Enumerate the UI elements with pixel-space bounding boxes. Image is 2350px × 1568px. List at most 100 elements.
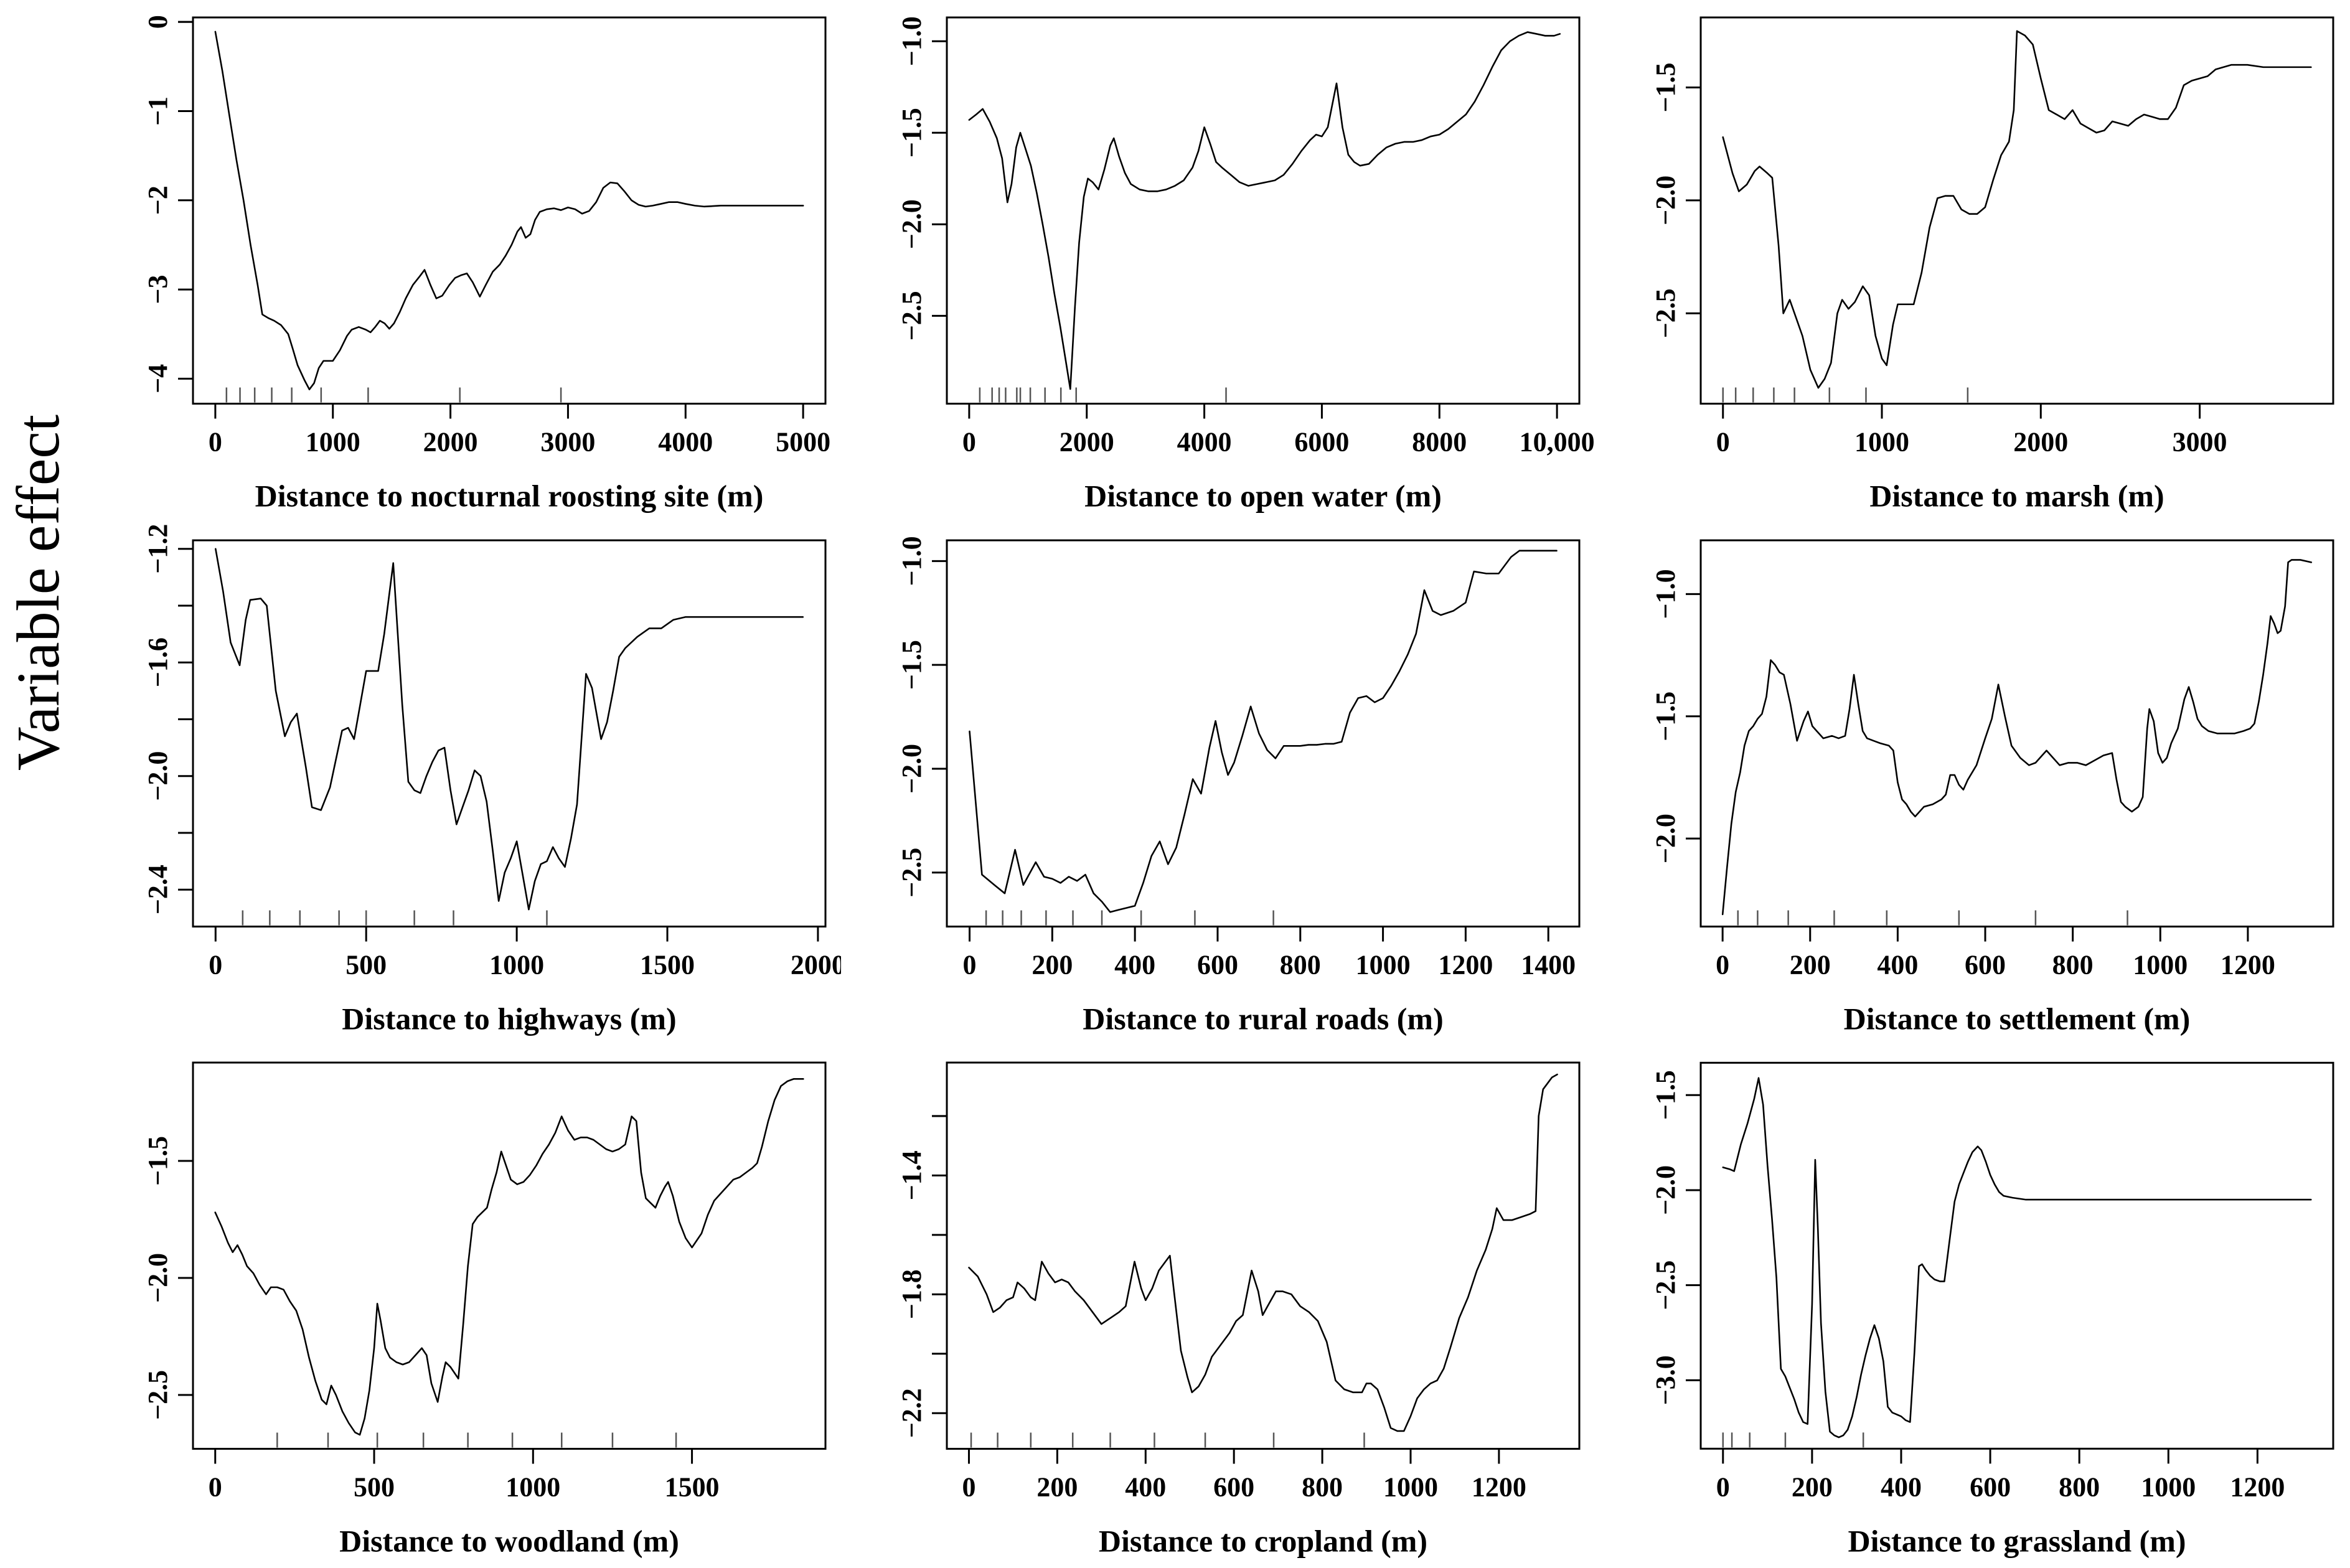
svg-text:Distance to rural roads (m): Distance to rural roads (m) bbox=[1083, 1001, 1444, 1036]
svg-text:1000: 1000 bbox=[489, 949, 544, 980]
panel-chart-rural-roads: 0 200 400 600 800 1000 1200 1400 −1.0 −1.5 −2.0 −2.… bbox=[896, 536, 1581, 1036]
svg-text:0: 0 bbox=[1716, 427, 1730, 458]
svg-text:−2.5: −2.5 bbox=[896, 847, 927, 897]
svg-text:−4: −4 bbox=[143, 364, 173, 393]
svg-text:0: 0 bbox=[209, 1472, 222, 1503]
svg-text:400: 400 bbox=[1881, 1472, 1922, 1503]
svg-text:800: 800 bbox=[1302, 1472, 1343, 1503]
svg-text:200: 200 bbox=[1036, 1472, 1078, 1503]
svg-text:−2.0: −2.0 bbox=[896, 199, 927, 249]
svg-text:4000: 4000 bbox=[1177, 427, 1232, 458]
panel-chart-marsh: 0 1000 2000 3000 −1.5 −2.0 −2.5 Distance to mar… bbox=[1650, 16, 2334, 514]
svg-text:−2.0: −2.0 bbox=[896, 744, 927, 794]
svg-text:200: 200 bbox=[1790, 949, 1831, 980]
svg-text:600: 600 bbox=[1970, 1472, 2011, 1503]
svg-text:−2.0: −2.0 bbox=[1650, 176, 1681, 225]
svg-text:800: 800 bbox=[2059, 1472, 2100, 1503]
svg-text:−1: −1 bbox=[143, 96, 173, 126]
svg-text:2000: 2000 bbox=[791, 949, 841, 980]
svg-text:800: 800 bbox=[1280, 949, 1321, 980]
svg-text:0: 0 bbox=[1716, 949, 1729, 980]
y-axis-label: Variable effect bbox=[5, 414, 72, 771]
panel-chart-grassland: 0 200 400 600 800 1000 1200 −1.5 −2.0 −2.5 −3.0 Dis… bbox=[1650, 1062, 2334, 1559]
svg-text:1000: 1000 bbox=[2133, 949, 2188, 980]
svg-text:1000: 1000 bbox=[2141, 1472, 2196, 1503]
svg-text:3000: 3000 bbox=[540, 427, 595, 458]
svg-text:2000: 2000 bbox=[1060, 427, 1114, 458]
svg-text:Distance to cropland (m): Distance to cropland (m) bbox=[1099, 1524, 1427, 1559]
panel-chart-highways: 0 500 1000 1500 2000 −1.2 −1.6 −2.0 −2.4 Distance… bbox=[143, 523, 841, 1036]
svg-text:−1.5: −1.5 bbox=[896, 108, 927, 157]
svg-text:500: 500 bbox=[354, 1472, 395, 1503]
svg-text:−2: −2 bbox=[143, 185, 173, 215]
svg-text:−2.0: −2.0 bbox=[143, 1253, 173, 1303]
svg-text:Distance to woodland (m): Distance to woodland (m) bbox=[339, 1524, 679, 1559]
svg-text:−1.0: −1.0 bbox=[1650, 569, 1681, 619]
svg-text:−3.0: −3.0 bbox=[1650, 1356, 1681, 1406]
svg-text:−1.0: −1.0 bbox=[896, 16, 927, 66]
panel-chart-nocturnal-roosting-site: 0 1000 2000 3000 4000 5000 0 −1 −2 −3 −4 Distance t… bbox=[143, 15, 830, 514]
svg-text:0: 0 bbox=[209, 427, 222, 458]
svg-text:0: 0 bbox=[209, 949, 222, 980]
svg-text:1000: 1000 bbox=[1383, 1472, 1438, 1503]
svg-text:−1.4: −1.4 bbox=[896, 1151, 927, 1201]
svg-text:−1.5: −1.5 bbox=[1650, 691, 1681, 741]
svg-text:−2.5: −2.5 bbox=[896, 291, 927, 340]
svg-text:−2.0: −2.0 bbox=[1650, 1165, 1681, 1215]
svg-text:1000: 1000 bbox=[1356, 949, 1411, 980]
panel-chart-settlement: 0 200 400 600 800 1000 1200 −1.0 −1.5 −2.0 Distanc… bbox=[1650, 539, 2334, 1036]
svg-text:−1.5: −1.5 bbox=[1650, 62, 1681, 112]
svg-text:400: 400 bbox=[1114, 949, 1155, 980]
svg-text:5000: 5000 bbox=[776, 427, 830, 458]
svg-text:−1.8: −1.8 bbox=[896, 1270, 927, 1320]
svg-text:Distance to marsh (m): Distance to marsh (m) bbox=[1869, 479, 2164, 514]
svg-text:−3: −3 bbox=[143, 275, 173, 304]
svg-text:Distance to highways (m): Distance to highways (m) bbox=[342, 1001, 676, 1036]
svg-text:1200: 1200 bbox=[2221, 949, 2275, 980]
svg-text:1500: 1500 bbox=[665, 1472, 720, 1503]
svg-text:800: 800 bbox=[2052, 949, 2094, 980]
svg-text:200: 200 bbox=[1032, 949, 1073, 980]
svg-text:Distance to nocturnal roosting: Distance to nocturnal roosting site (m) bbox=[255, 479, 764, 514]
svg-text:−1.0: −1.0 bbox=[896, 536, 927, 586]
svg-text:2000: 2000 bbox=[2013, 427, 2068, 458]
svg-text:−1.5: −1.5 bbox=[1650, 1071, 1681, 1120]
svg-text:0: 0 bbox=[963, 949, 977, 980]
svg-text:0: 0 bbox=[962, 1472, 975, 1503]
svg-text:4000: 4000 bbox=[658, 427, 713, 458]
svg-text:10,000: 10,000 bbox=[1520, 427, 1595, 458]
svg-text:600: 600 bbox=[1197, 949, 1238, 980]
panel-chart-cropland: 0 200 400 600 800 1000 1200 −1.4 −1.8 −2.2 Distanc… bbox=[896, 1061, 1581, 1559]
svg-text:−1.6: −1.6 bbox=[143, 637, 173, 687]
svg-text:0: 0 bbox=[1716, 1472, 1730, 1503]
svg-text:600: 600 bbox=[1965, 949, 2006, 980]
svg-text:6000: 6000 bbox=[1294, 427, 1349, 458]
panel-chart-woodland: 0 500 1000 1500 −1.5 −2.0 −2.5 Distance to wood… bbox=[143, 1061, 827, 1559]
svg-text:Distance to open water (m): Distance to open water (m) bbox=[1084, 479, 1442, 514]
panels-grid: 0 1000 2000 3000 4000 5000 0 −1 −2 −3 −4 Distance t… bbox=[87, 0, 2349, 1568]
svg-text:−2.5: −2.5 bbox=[1650, 1261, 1681, 1310]
svg-text:−1.2: −1.2 bbox=[143, 523, 173, 573]
svg-text:500: 500 bbox=[345, 949, 387, 980]
svg-text:1200: 1200 bbox=[1438, 949, 1493, 980]
svg-text:400: 400 bbox=[1877, 949, 1918, 980]
svg-text:200: 200 bbox=[1792, 1472, 1833, 1503]
svg-text:2000: 2000 bbox=[423, 427, 478, 458]
svg-text:1000: 1000 bbox=[1854, 427, 1909, 458]
svg-text:1500: 1500 bbox=[640, 949, 695, 980]
svg-text:1000: 1000 bbox=[306, 427, 360, 458]
svg-text:8000: 8000 bbox=[1412, 427, 1467, 458]
svg-text:−2.0: −2.0 bbox=[1650, 814, 1681, 863]
svg-text:−2.4: −2.4 bbox=[143, 865, 173, 914]
svg-text:Distance to grassland (m): Distance to grassland (m) bbox=[1848, 1524, 2186, 1559]
svg-text:0: 0 bbox=[143, 15, 173, 29]
svg-text:3000: 3000 bbox=[2173, 427, 2227, 458]
svg-text:600: 600 bbox=[1213, 1472, 1254, 1503]
svg-text:1200: 1200 bbox=[1472, 1472, 1526, 1503]
svg-text:−2.5: −2.5 bbox=[1650, 288, 1681, 338]
svg-text:−2.5: −2.5 bbox=[143, 1370, 173, 1420]
panel-chart-open-water: 0 2000 4000 6000 8000 10,000 −1.0 −1.5 −2.0 −2.5 D… bbox=[896, 16, 1595, 514]
svg-text:1400: 1400 bbox=[1521, 949, 1576, 980]
svg-text:Distance to settlement (m): Distance to settlement (m) bbox=[1844, 1001, 2191, 1036]
